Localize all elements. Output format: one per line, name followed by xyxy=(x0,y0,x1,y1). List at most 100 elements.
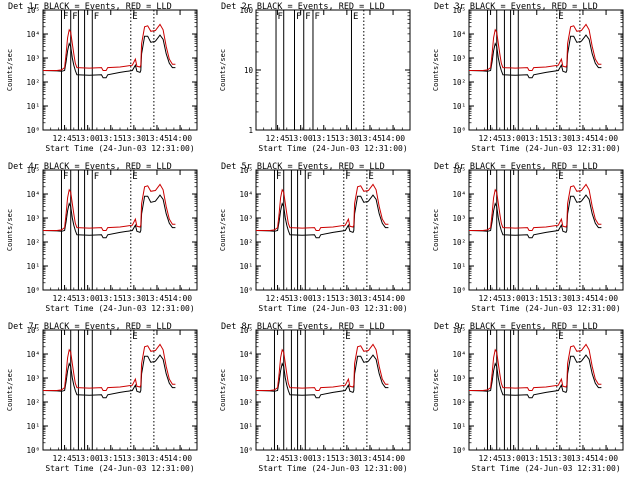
y-tick-label: 10⁰ xyxy=(239,286,253,295)
x-tick-label: 13:00 xyxy=(502,294,526,303)
x-tick-label: 13:45 xyxy=(571,134,595,143)
y-tick-label: 10¹ xyxy=(239,262,253,271)
events-series-line xyxy=(42,194,176,239)
y-tick-label: 10⁰ xyxy=(26,446,40,455)
lld-series-line xyxy=(43,23,176,71)
x-tick-label: 12:45 xyxy=(53,134,77,143)
flag-letter-e: E xyxy=(368,172,373,182)
y-tick-label: 10² xyxy=(239,398,253,407)
x-axis-label: Start Time (24-Jun-03 12:31:00) xyxy=(258,144,407,153)
events-series-line xyxy=(255,194,389,239)
x-tick-label: 12:45 xyxy=(266,294,290,303)
y-tick-label: 10 xyxy=(244,66,254,75)
detector-panel-7: Det 7r BLACK = Events, RED = LLD 10⁰ 10¹ 10… xyxy=(0,320,213,480)
y-tick-label: 10⁵ xyxy=(452,6,466,15)
y-tick-label: 10⁵ xyxy=(26,326,40,335)
y-tick-label: 10¹ xyxy=(452,102,466,111)
flag-letter-e: E xyxy=(558,12,563,22)
lld-series-line xyxy=(469,343,602,391)
flag-letter-f: F xyxy=(63,172,68,182)
plot-frame xyxy=(255,169,411,291)
plot-frame xyxy=(42,9,198,131)
x-tick-label: 14:00 xyxy=(381,454,405,463)
x-tick-label: 14:00 xyxy=(594,294,618,303)
y-tick-label: 10³ xyxy=(26,374,40,383)
x-axis-label: Start Time (24-Jun-03 12:31:00) xyxy=(45,464,194,473)
x-tick-label: 13:45 xyxy=(145,134,169,143)
x-tick-label: 13:30 xyxy=(548,294,572,303)
x-tick-label: 13:30 xyxy=(335,294,359,303)
x-axis-label: Start Time (24-Jun-03 12:31:00) xyxy=(45,144,194,153)
flag-letter-e: E xyxy=(132,332,137,342)
x-tick-label: 13:00 xyxy=(76,454,100,463)
y-tick-label: 10³ xyxy=(239,374,253,383)
x-tick-label: 14:00 xyxy=(594,454,618,463)
flag-letter-f: F xyxy=(305,12,310,22)
y-tick-label: 10⁴ xyxy=(26,190,40,199)
plot-frame xyxy=(255,329,411,451)
y-tick-label: 10¹ xyxy=(239,422,253,431)
x-tick-label: 13:15 xyxy=(312,294,336,303)
y-axis-label: Counts/sec xyxy=(6,49,14,91)
panel-title: Det 8r BLACK = Events, RED = LLD xyxy=(221,322,385,332)
x-axis-label: Start Time (24-Jun-03 12:31:00) xyxy=(258,464,407,473)
y-tick-label: 10⁰ xyxy=(239,446,253,455)
x-tick-label: 12:45 xyxy=(53,454,77,463)
x-axis-label: Start Time (24-Jun-03 12:31:00) xyxy=(471,304,620,313)
y-tick-label: 10⁰ xyxy=(452,126,466,135)
flag-letter-f: F xyxy=(72,12,77,22)
lld-series-line xyxy=(256,343,389,391)
x-tick-label: 12:45 xyxy=(479,294,503,303)
detector-panel-1: Det 1r BLACK = Events, RED = LLD 10⁰ 10¹ 10… xyxy=(0,0,213,160)
flag-letter-e: E xyxy=(558,172,563,182)
x-tick-label: 13:00 xyxy=(289,134,313,143)
events-series-line xyxy=(468,194,602,239)
detector-panel-6: Det 6r BLACK = Events, RED = LLD 10⁰ 10¹ 10… xyxy=(426,160,639,320)
y-tick-label: 10² xyxy=(26,78,40,87)
y-tick-label: 10³ xyxy=(26,214,40,223)
x-tick-label: 13:30 xyxy=(335,134,359,143)
panel-title: Det 2r BLACK = Events, RED = LLD xyxy=(221,2,385,12)
x-tick-label: 14:00 xyxy=(168,134,192,143)
lld-series-line xyxy=(256,183,389,231)
x-tick-label: 12:45 xyxy=(53,294,77,303)
panel-svg: Det 7r BLACK = Events, RED = LLD 10⁰ 10¹ 10… xyxy=(6,322,198,473)
y-axis-label: Counts/sec xyxy=(219,209,227,251)
x-tick-label: 13:30 xyxy=(122,454,146,463)
y-tick-label: 10¹ xyxy=(26,422,40,431)
panel-svg: Det 1r BLACK = Events, RED = LLD 10⁰ 10¹ 10… xyxy=(6,2,198,153)
y-axis-label: Counts/sec xyxy=(432,49,440,91)
lld-series-line xyxy=(43,343,176,391)
y-tick-label: 10⁵ xyxy=(452,326,466,335)
x-tick-label: 13:00 xyxy=(502,454,526,463)
x-tick-label: 13:45 xyxy=(571,454,595,463)
panel-title: Det 4r BLACK = Events, RED = LLD xyxy=(8,162,172,172)
x-tick-label: 14:00 xyxy=(381,134,405,143)
detector-panel-8: Det 8r BLACK = Events, RED = LLD 10⁰ 10¹ 10… xyxy=(213,320,426,480)
panel-svg: Det 5r BLACK = Events, RED = LLD 10⁰ 10¹ 10… xyxy=(219,162,411,313)
y-tick-label: 10⁴ xyxy=(452,190,466,199)
y-tick-label: 10³ xyxy=(239,214,253,223)
lld-series-line xyxy=(43,183,176,231)
plot-frame xyxy=(468,169,624,291)
x-tick-label: 13:45 xyxy=(358,454,382,463)
plot-frame xyxy=(42,329,198,451)
x-axis-label: Start Time (24-Jun-03 12:31:00) xyxy=(258,304,407,313)
x-tick-label: 13:15 xyxy=(525,134,549,143)
panel-title: Det 7r BLACK = Events, RED = LLD xyxy=(8,322,172,332)
y-tick-label: 10² xyxy=(26,238,40,247)
y-tick-label: 10³ xyxy=(26,54,40,63)
plot-frame xyxy=(468,329,624,451)
x-tick-label: 13:30 xyxy=(548,134,572,143)
y-tick-label: 10⁴ xyxy=(452,30,466,39)
panel-svg: Det 9r BLACK = Events, RED = LLD 10⁰ 10¹ 10… xyxy=(432,322,624,473)
events-series-line xyxy=(42,34,176,79)
plot-frame xyxy=(255,9,411,131)
detector-panel-9: Det 9r BLACK = Events, RED = LLD 10⁰ 10¹ 10… xyxy=(426,320,639,480)
y-tick-label: 1 xyxy=(248,126,253,135)
flag-letter-f: F xyxy=(345,172,350,182)
lld-series-line xyxy=(469,183,602,231)
y-tick-label: 10³ xyxy=(452,214,466,223)
flag-letter-e: E xyxy=(353,12,358,22)
